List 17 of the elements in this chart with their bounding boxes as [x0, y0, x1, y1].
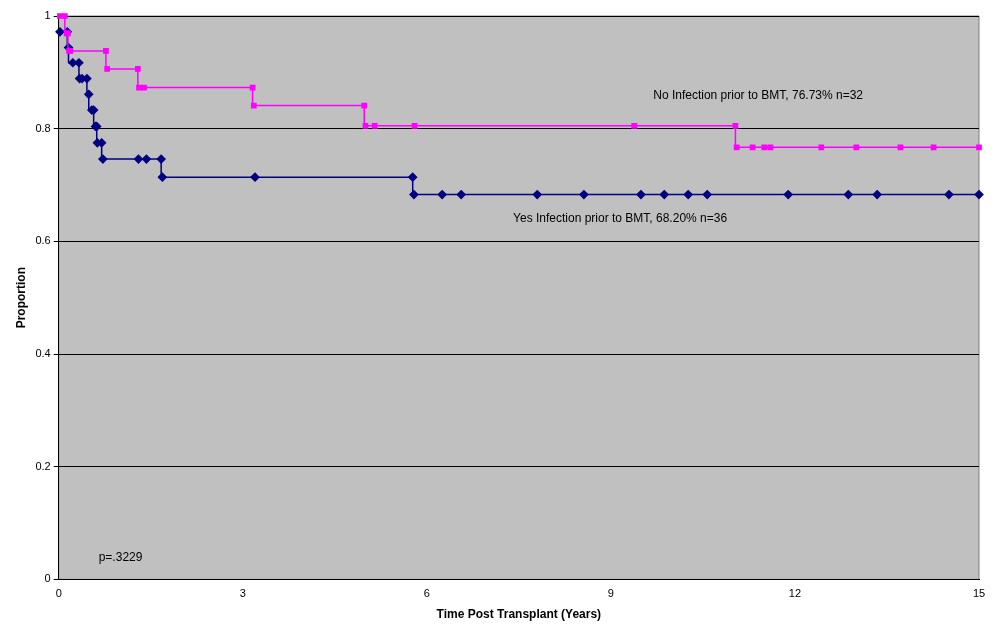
- x-tick-label: 15: [972, 587, 986, 600]
- x-tick-label: 6: [423, 587, 430, 600]
- series-label: Yes Infection prior to BMT, 68.20% n=36: [513, 210, 728, 225]
- x-axis-title: Time Post Transplant (Years): [436, 607, 602, 622]
- x-tick-label: 0: [55, 587, 62, 600]
- y-tick-label: 0.2: [35, 459, 51, 472]
- y-tick-label: 0: [44, 572, 51, 585]
- text: No Infection prior to BMT, 76.73% n=32: [653, 87, 864, 102]
- annotation: p=.3229: [98, 549, 143, 564]
- y-tick-label: 0.4: [35, 347, 51, 360]
- x-tick-label: 3: [239, 587, 246, 600]
- y-tick-label: 0.8: [35, 121, 51, 134]
- x-tick-label: 9: [607, 587, 614, 600]
- x-tick-label: 12: [788, 587, 802, 600]
- y-tick-label: 0.6: [35, 234, 51, 247]
- y-tick-label: 1: [44, 9, 51, 22]
- y-axis-title: Proportion: [13, 267, 28, 329]
